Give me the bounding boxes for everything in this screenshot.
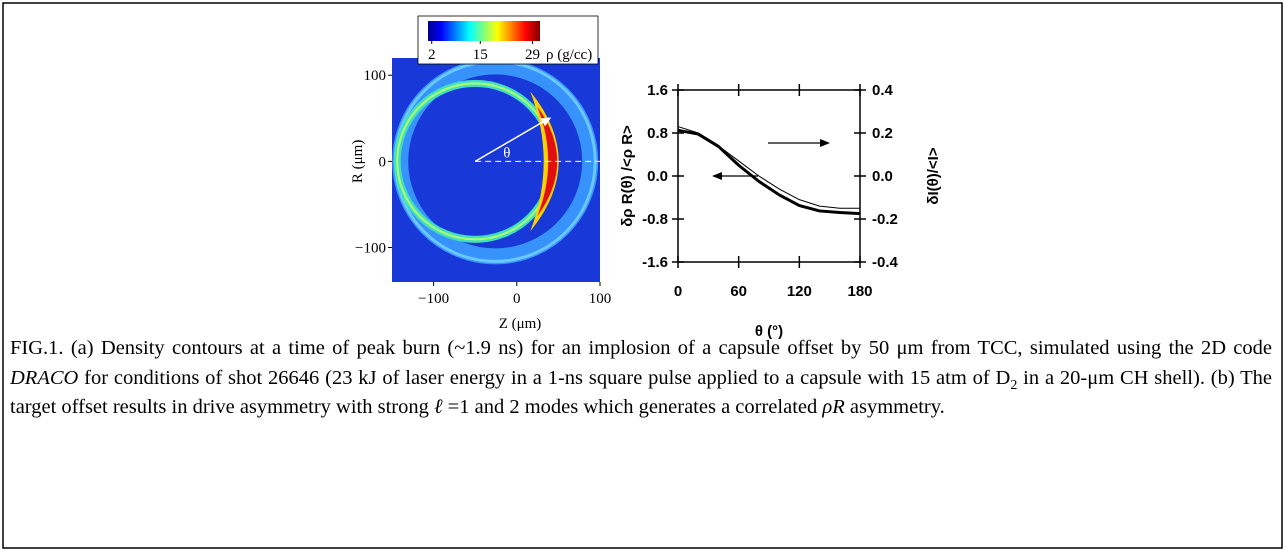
x-tick-label: 100 xyxy=(589,291,612,307)
caption-italic: DRACO xyxy=(10,366,79,389)
caption-text: for conditions of shot 26646 (23 kJ of l… xyxy=(78,366,1011,389)
caption-text: asymmetry. xyxy=(844,396,945,418)
dense-crescent-core xyxy=(537,106,558,217)
y-tick-label: 100 xyxy=(364,68,387,84)
left-axis-arrowhead xyxy=(712,172,722,180)
angle-arrow xyxy=(474,118,548,163)
y2-tick-label: -0.2 xyxy=(872,211,898,228)
colorbar-tick-label: 15 xyxy=(473,47,488,63)
y2-axis-label: δI(θ)/<I> xyxy=(925,147,942,204)
x-tick-label: 0 xyxy=(513,291,521,307)
colorbar-tick-label: 29 xyxy=(525,47,540,63)
angle-label: θ xyxy=(503,145,510,161)
dense-crescent xyxy=(530,91,559,232)
y-axis-label: δρ R(θ) /<ρ R> xyxy=(619,125,636,227)
caption-text: =1 and 2 modes which generates a correla… xyxy=(442,396,823,418)
x-tick-label: 180 xyxy=(847,283,872,300)
y-tick-label: 0.0 xyxy=(647,168,668,185)
x-tick-label: −100 xyxy=(418,291,449,307)
y-axis-label: R (μm) xyxy=(350,140,366,183)
panel-b: 1.6 0.8 0.0 -0.8 -1.6 0.4 0.2 0.0 -0.2 -0.4 0 60 120… xyxy=(619,82,942,340)
y-tick-label: 0 xyxy=(379,154,387,170)
colorbar-label: ρ (g/cc) xyxy=(546,47,592,63)
y-tick-label: -0.8 xyxy=(642,211,668,228)
caption-italic: ρR xyxy=(822,396,845,418)
plot-frame xyxy=(677,89,861,263)
x-tick-label: 120 xyxy=(787,283,812,300)
y-tick-label: -1.6 xyxy=(642,254,668,271)
colorbar xyxy=(428,21,540,41)
y2-tick-label: 0.4 xyxy=(872,82,894,99)
caption-text: FIG.1. (a) Density contours at a time of… xyxy=(10,337,1272,359)
y2-tick-label: 0.2 xyxy=(872,125,893,142)
y2-tick-label: 0.0 xyxy=(872,168,893,185)
caption-text: in a 20-μm CH shell). (b) The target off… xyxy=(10,366,1273,419)
colorbar-tick-label: 2 xyxy=(428,47,436,63)
y-tick-label: 1.6 xyxy=(647,82,668,99)
angle-arrowhead xyxy=(540,117,552,127)
right-axis-arrowhead xyxy=(820,139,830,147)
y-tick-label: −100 xyxy=(355,241,386,257)
data-line xyxy=(677,128,861,216)
x-tick-label: 0 xyxy=(674,283,682,300)
x-axis-label: Z (μm) xyxy=(499,316,542,332)
x-tick-label: 60 xyxy=(730,283,747,300)
caption: FIG.1. (a) Density contours at a time of… xyxy=(10,334,1272,423)
y2-tick-label: -0.4 xyxy=(872,254,899,271)
data-line xyxy=(677,126,860,209)
panel-a: θ −100 0 100 100 0 −100 Z (μm) R (μm) 2 15 29 ρ (g/c… xyxy=(350,15,612,332)
caption-subscript: 2 xyxy=(1010,377,1018,393)
caption-italic: ℓ xyxy=(433,396,443,418)
x-axis-label: θ (°) xyxy=(755,323,783,340)
y-tick-label: 0.8 xyxy=(647,125,668,142)
